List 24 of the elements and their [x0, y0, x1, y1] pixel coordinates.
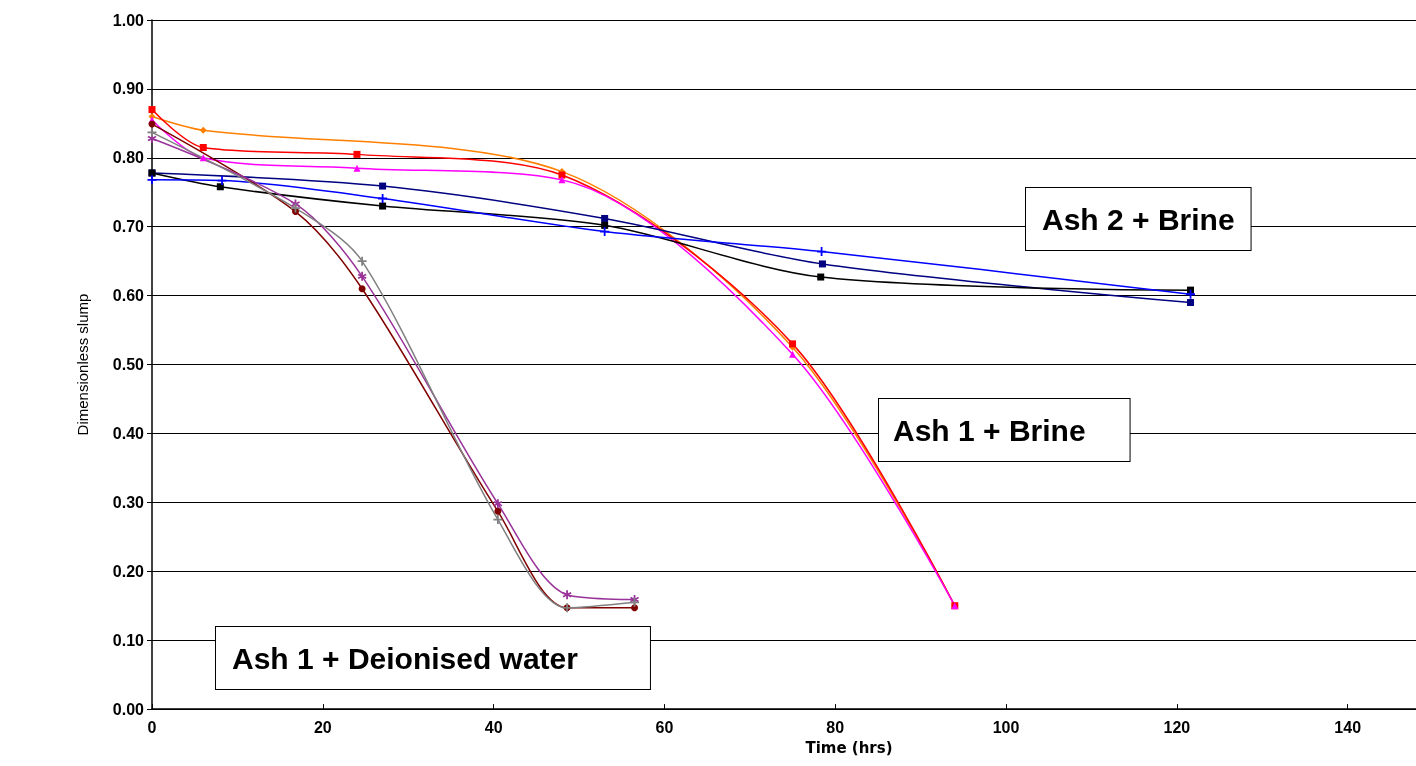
y-tick-label: 0.60	[112, 287, 145, 305]
annotation: Ash 1 + Deionised water	[232, 641, 579, 675]
x-tick-label: 100	[992, 718, 1020, 736]
x-tick-label: 80	[826, 718, 845, 736]
y-tick-label: 0.00	[112, 700, 145, 718]
y-axis-title: Dimensionless slump	[74, 293, 91, 436]
x-tick-label: 20	[313, 718, 332, 736]
y-tick-label: 0.80	[112, 149, 145, 167]
y-tick-label: 0.20	[112, 562, 145, 580]
y-tick-label: 0.40	[112, 424, 145, 442]
y-tick-label: 0.70	[112, 218, 145, 236]
x-tick-label: 0	[147, 718, 157, 736]
y-tick-label: 0.50	[112, 356, 145, 374]
y-tick-label: 0.10	[112, 631, 145, 649]
y-tick-label: 1.00	[112, 11, 145, 29]
x-axis-title: Time (hrs)	[805, 738, 893, 757]
annotation: Ash 1 + Brine	[893, 413, 1086, 447]
x-tick-label: 60	[655, 718, 674, 736]
annotation: Ash 2 + Brine	[1042, 202, 1235, 236]
y-tick-label: 0.90	[112, 80, 145, 98]
x-tick-label: 40	[484, 718, 503, 736]
x-tick-label: 120	[1163, 718, 1191, 736]
x-tick-label: 140	[1334, 718, 1362, 736]
y-tick-label: 0.30	[112, 493, 145, 511]
